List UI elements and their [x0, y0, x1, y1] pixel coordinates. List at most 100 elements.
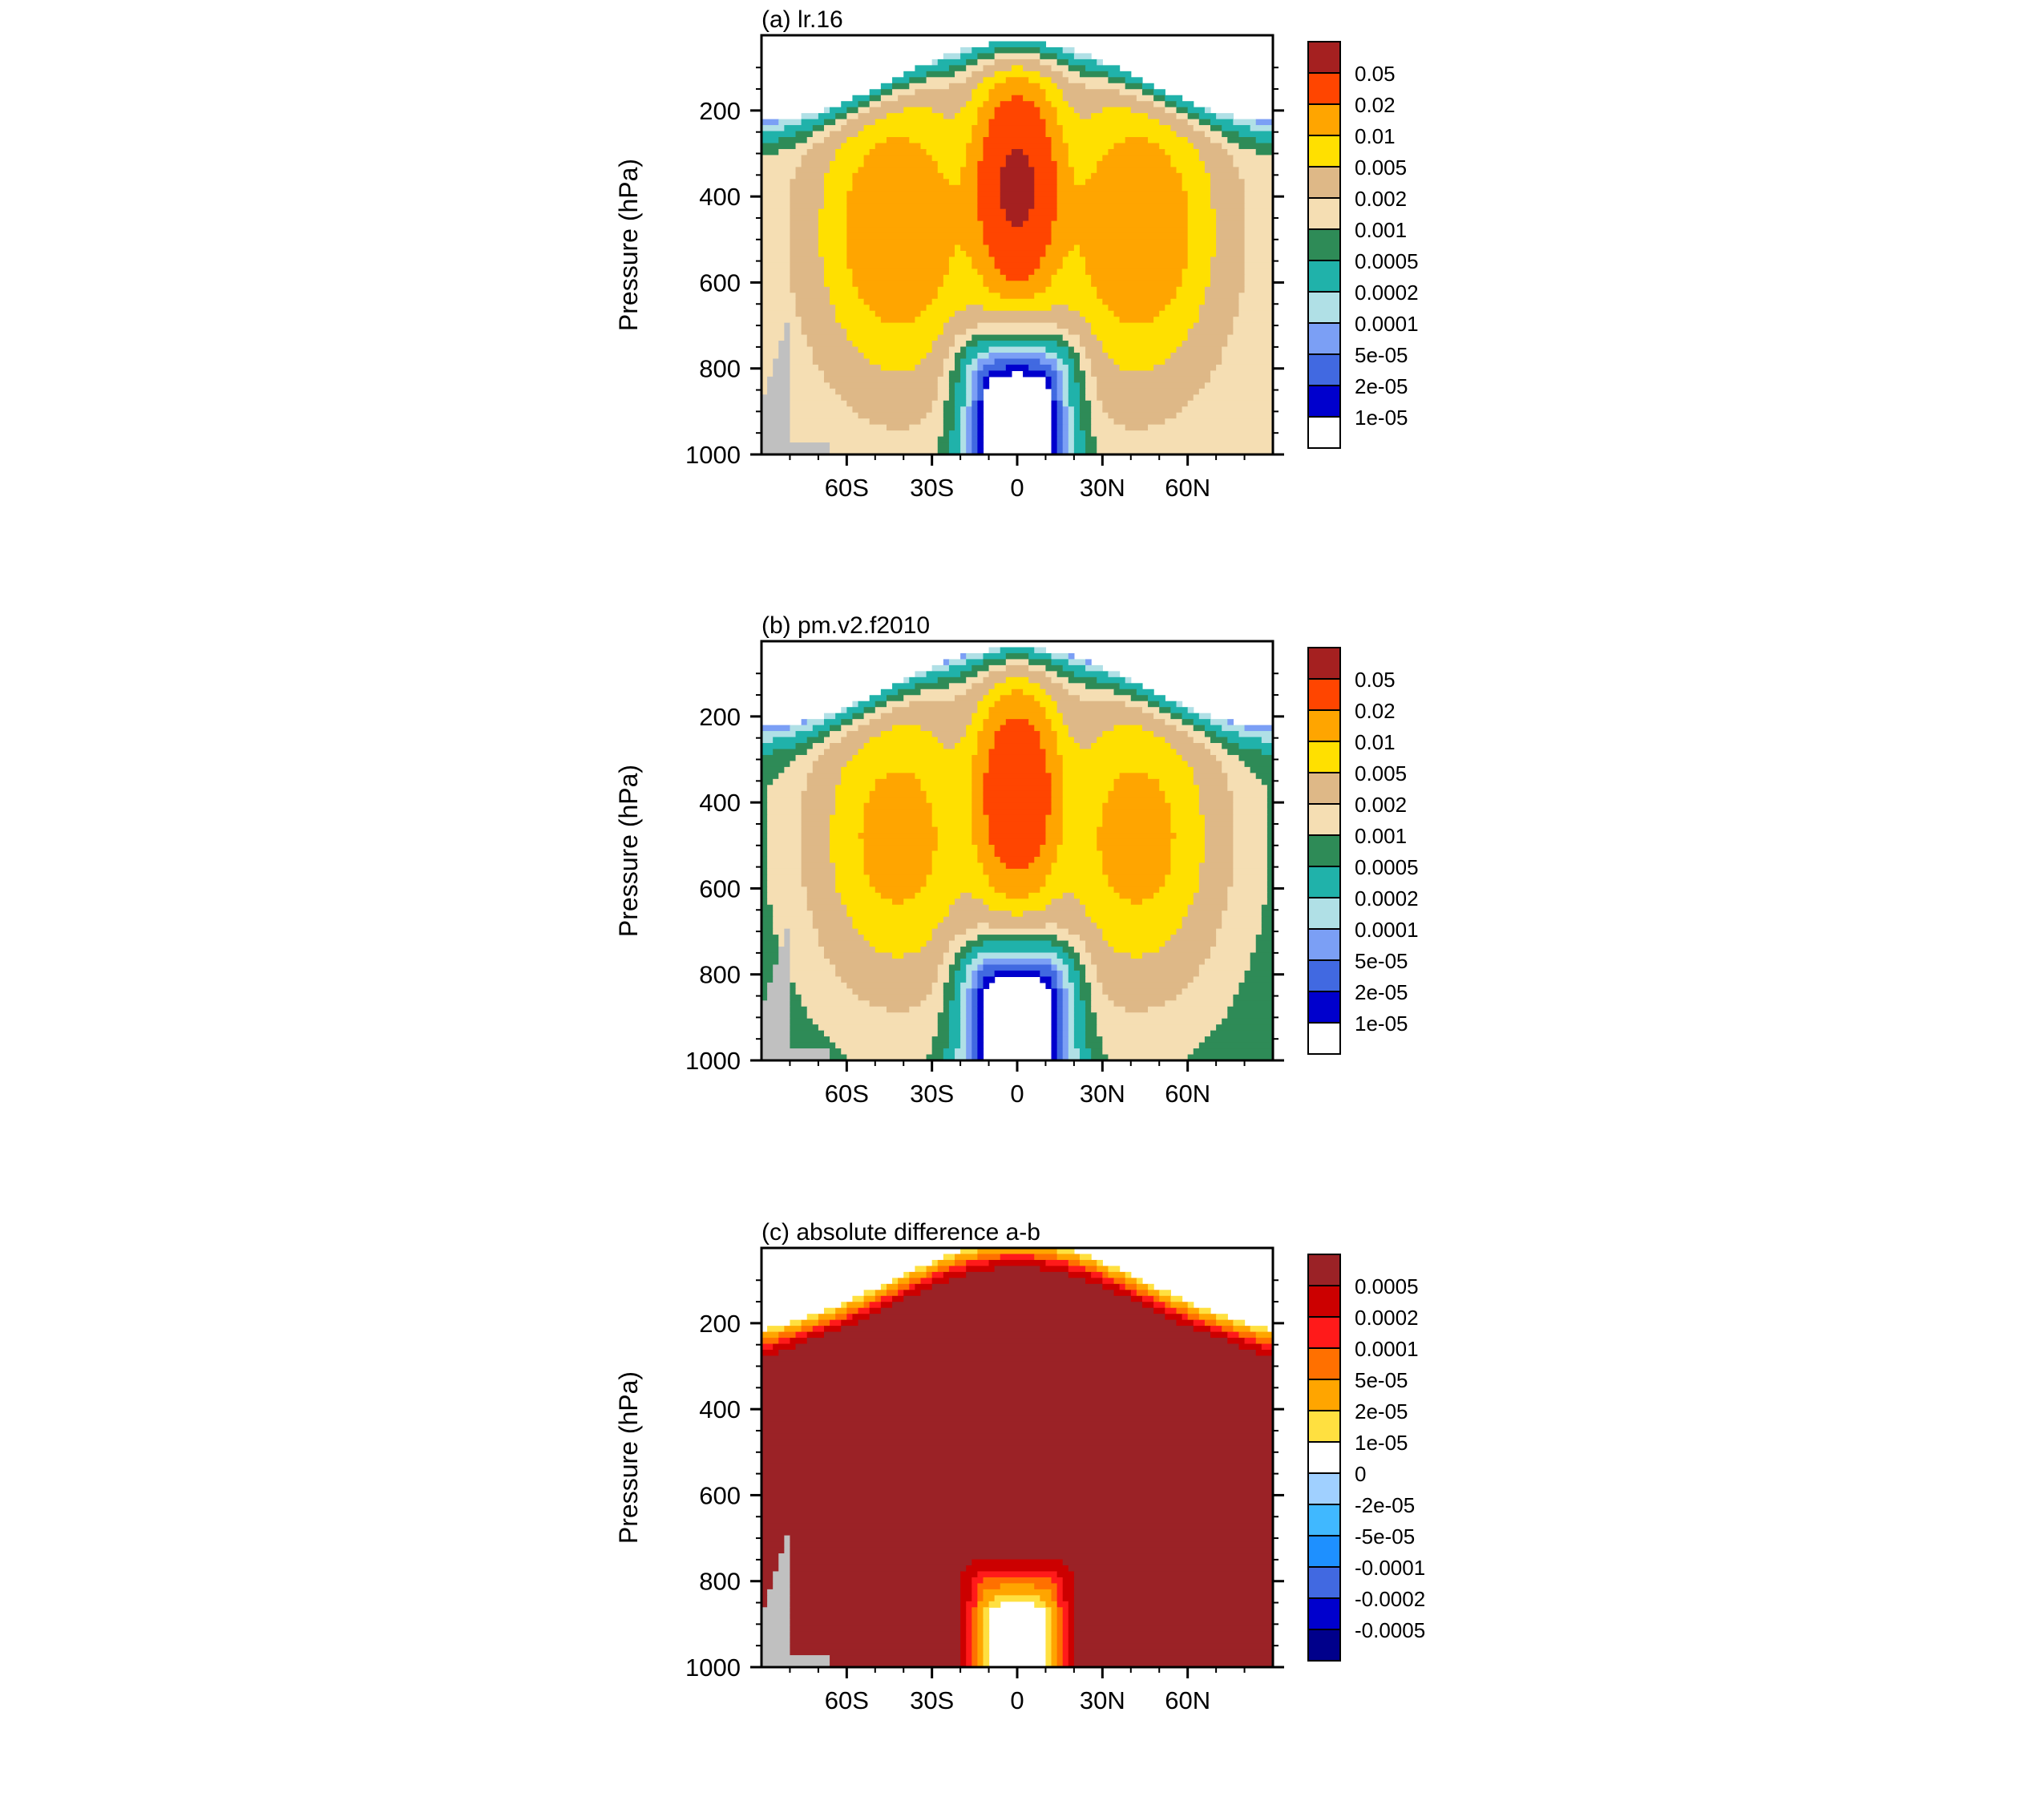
heatmap-cell [1056, 394, 1064, 402]
colorbar-swatch [1307, 772, 1341, 805]
heatmap-cell [966, 1024, 972, 1032]
heatmap-cell [761, 191, 791, 198]
heatmap-cell [948, 382, 955, 390]
y-axis-label: Pressure (hPa) [614, 159, 643, 331]
heatmap-cell [1045, 1643, 1052, 1650]
heatmap-cell [926, 880, 990, 887]
heatmap-cell [1182, 406, 1274, 414]
heatmap-cell [1045, 376, 1052, 383]
heatmap-cell [1097, 448, 1274, 455]
heatmap-cell [1141, 707, 1160, 714]
heatmap-cell [761, 1631, 791, 1638]
heatmap-cell [960, 172, 978, 180]
heatmap-cell [863, 856, 933, 864]
heatmap-cell [1187, 982, 1240, 989]
x-tick-label: 0 [1010, 1686, 1024, 1714]
heatmap-cell [1227, 892, 1268, 899]
heatmap-cell [761, 821, 768, 828]
colorbar-label: 0.02 [1355, 93, 1396, 117]
heatmap-cell [761, 334, 785, 341]
heatmap-cell [1073, 107, 1103, 114]
heatmap-cell [761, 1529, 1274, 1536]
colorbar-swatch [1307, 959, 1341, 992]
heatmap-cell [1102, 1278, 1115, 1285]
heatmap-cell [943, 1271, 967, 1278]
heatmap-cell [943, 370, 950, 378]
heatmap-cell [761, 761, 791, 768]
heatmap-cell [1062, 826, 1097, 834]
heatmap-cell [846, 227, 984, 234]
heatmap-cell [988, 131, 1047, 138]
heatmap-cell [1108, 874, 1165, 882]
heatmap-cell [977, 322, 1058, 329]
heatmap-cell [1045, 244, 1075, 252]
heatmap-cell [943, 113, 955, 120]
heatmap-cell [767, 982, 791, 989]
heatmap-cell [863, 838, 939, 846]
heatmap-cell [1051, 65, 1069, 72]
heatmap-cell [898, 688, 922, 696]
heatmap-cell [761, 1487, 1274, 1494]
heatmap-cell [1210, 119, 1234, 126]
heatmap-cell [926, 671, 961, 678]
heatmap-cell [1266, 802, 1274, 810]
heatmap-cell [790, 988, 797, 995]
heatmap-cell [931, 821, 972, 828]
heatmap-cell [966, 424, 972, 431]
heatmap-cell [1141, 1302, 1154, 1309]
heatmap-cell [960, 1607, 967, 1614]
heatmap-cell [1051, 964, 1058, 971]
heatmap-cell [1113, 1000, 1165, 1007]
heatmap-cell [972, 1619, 978, 1626]
heatmap-cell [835, 305, 871, 312]
heatmap-cell [972, 970, 978, 977]
heatmap-cell [773, 1577, 791, 1584]
heatmap-cell [790, 256, 825, 264]
heatmap-cell [1165, 797, 1200, 804]
heatmap-cell [1073, 1018, 1086, 1025]
colorbar: 0.050.020.010.0050.0020.0010.00050.00020… [1307, 647, 1419, 1055]
heatmap-cell [955, 113, 978, 120]
panel-title: (c) absolute difference a-b [761, 1219, 1040, 1246]
heatmap-cell [955, 994, 961, 1001]
heatmap-cell [790, 346, 814, 353]
heatmap-cell [1238, 988, 1274, 995]
heatmap-cell [790, 370, 825, 378]
heatmap-cell [1062, 430, 1069, 438]
heatmap-cell [1000, 167, 1035, 174]
heatmap-cell [1073, 179, 1086, 186]
heatmap-cell [1062, 994, 1069, 1001]
heatmap-cell [790, 286, 830, 293]
heatmap-cell [977, 382, 984, 390]
heatmap-cell [983, 281, 1052, 288]
heatmap-cell [1051, 442, 1058, 450]
heatmap-cell [937, 826, 972, 834]
heatmap-cell [835, 148, 871, 156]
heatmap-cell [988, 671, 1047, 678]
heatmap-cell [1159, 1290, 1171, 1297]
heatmap-cell [790, 382, 830, 390]
heatmap-cell [1051, 376, 1058, 383]
heatmap-cell [1204, 856, 1234, 864]
heatmap-cell [1079, 412, 1092, 419]
heatmap-cell [761, 184, 791, 192]
heatmap-cell [761, 418, 791, 426]
heatmap-cell [761, 160, 802, 168]
heatmap-cell [1102, 935, 1171, 942]
heatmap-cell [1097, 833, 1178, 840]
heatmap-cell [892, 1295, 904, 1302]
heatmap-cell [1073, 53, 1092, 60]
colorbar-label: 5e-05 [1355, 1368, 1408, 1392]
heatmap-cell [841, 1302, 847, 1309]
heatmap-cell [1255, 137, 1274, 144]
heatmap-cell [1244, 196, 1274, 204]
heatmap-cell [1000, 196, 1035, 204]
heatmap-cell [761, 256, 791, 264]
heatmap-cell [1056, 856, 1103, 864]
heatmap-cell [1176, 101, 1194, 108]
heatmap-cell [1187, 113, 1200, 120]
heatmap-cell [1255, 940, 1274, 947]
heatmap-cell [937, 964, 950, 971]
heatmap-cell [1073, 964, 1086, 971]
heatmap-cell [1068, 412, 1075, 419]
